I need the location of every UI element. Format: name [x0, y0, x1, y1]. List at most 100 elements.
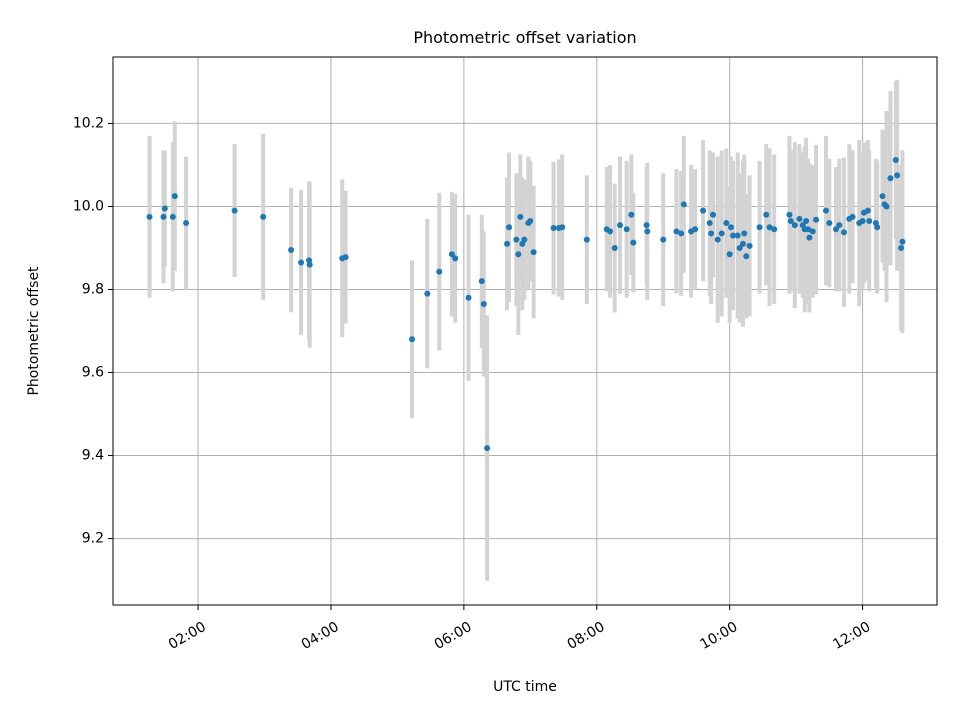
data-point	[771, 226, 778, 233]
data-point	[864, 207, 871, 214]
data-point	[630, 239, 637, 246]
data-point	[714, 236, 721, 243]
data-point	[883, 203, 890, 210]
data-point	[161, 205, 168, 212]
y-tick-label: 9.8	[82, 281, 104, 297]
data-point	[736, 244, 743, 251]
data-point	[723, 220, 730, 227]
data-point	[803, 217, 810, 224]
y-tick-label: 9.4	[82, 448, 104, 464]
data-point	[306, 261, 313, 268]
data-point	[849, 213, 856, 220]
data-point	[729, 232, 736, 239]
data-point	[409, 336, 416, 343]
data-point	[465, 294, 472, 301]
data-point	[342, 254, 349, 261]
data-point	[796, 215, 803, 222]
data-point	[756, 224, 763, 231]
data-point	[763, 211, 770, 218]
data-point	[559, 224, 566, 231]
data-point	[298, 259, 305, 266]
x-axis-label: UTC time	[493, 679, 557, 695]
data-point	[813, 216, 820, 223]
data-point	[836, 222, 843, 229]
data-point	[700, 207, 707, 214]
data-point	[708, 230, 715, 237]
y-axis-ticks: 9.2 9.4 9.6 9.8 10.0 10.2	[73, 115, 113, 547]
data-point	[478, 278, 485, 285]
data-point	[623, 226, 630, 233]
data-point	[521, 236, 528, 243]
plot-frame	[112, 56, 938, 606]
data-point	[710, 211, 717, 218]
data-point	[806, 234, 813, 241]
data-point	[260, 213, 267, 220]
plot-area	[113, 57, 937, 605]
data-point	[809, 228, 816, 235]
data-point	[643, 222, 650, 229]
data-point	[892, 156, 899, 163]
data-point	[484, 445, 491, 452]
data-point	[787, 217, 794, 224]
data-point	[739, 240, 746, 247]
data-point	[786, 211, 793, 218]
data-point	[887, 175, 894, 182]
data-point	[530, 249, 537, 256]
data-point	[513, 236, 520, 243]
data-point	[424, 290, 431, 297]
y-tick-label: 9.6	[82, 365, 104, 381]
data-point	[506, 224, 513, 231]
data-point	[160, 213, 167, 220]
data-point	[741, 230, 748, 237]
data-point	[480, 301, 487, 308]
data-point	[898, 244, 905, 251]
data-point	[607, 228, 614, 235]
data-point	[823, 207, 830, 214]
data-point	[840, 229, 847, 236]
data-point	[826, 220, 833, 227]
data-point	[894, 172, 901, 179]
data-point	[726, 251, 733, 258]
data-point	[515, 251, 522, 258]
data-point	[728, 224, 734, 231]
data-point	[718, 230, 725, 237]
data-point	[832, 226, 839, 233]
data-point	[805, 226, 812, 233]
data-point	[791, 222, 798, 229]
chart-title: Photometric offset variation	[413, 28, 636, 47]
data-point	[734, 232, 741, 239]
data-point	[644, 228, 651, 235]
data-point	[171, 193, 178, 200]
data-point	[859, 217, 866, 224]
data-point	[448, 251, 455, 258]
data-point	[673, 228, 680, 235]
data-point	[517, 213, 524, 220]
data-point	[183, 220, 190, 227]
data-point	[288, 247, 295, 254]
data-point	[678, 230, 685, 237]
data-point	[169, 213, 176, 220]
data-point	[766, 224, 773, 231]
data-point	[866, 217, 873, 224]
data-points	[146, 156, 906, 452]
data-point	[706, 220, 713, 227]
y-tick-label: 9.2	[82, 531, 104, 547]
data-point	[874, 224, 881, 231]
y-tick-label: 10.2	[73, 115, 104, 131]
y-tick-label: 10.0	[73, 198, 104, 214]
data-point	[504, 240, 511, 247]
data-point	[879, 193, 886, 200]
data-point	[746, 242, 753, 249]
data-point	[527, 217, 534, 224]
data-point	[628, 211, 635, 218]
data-point	[146, 213, 153, 220]
data-point	[680, 201, 687, 208]
data-point	[231, 207, 238, 214]
data-point	[660, 236, 667, 243]
data-point	[436, 268, 443, 275]
data-point	[899, 238, 906, 245]
data-point	[617, 222, 624, 229]
y-axis-label: Photometric offset	[26, 266, 42, 396]
data-point	[692, 226, 699, 233]
